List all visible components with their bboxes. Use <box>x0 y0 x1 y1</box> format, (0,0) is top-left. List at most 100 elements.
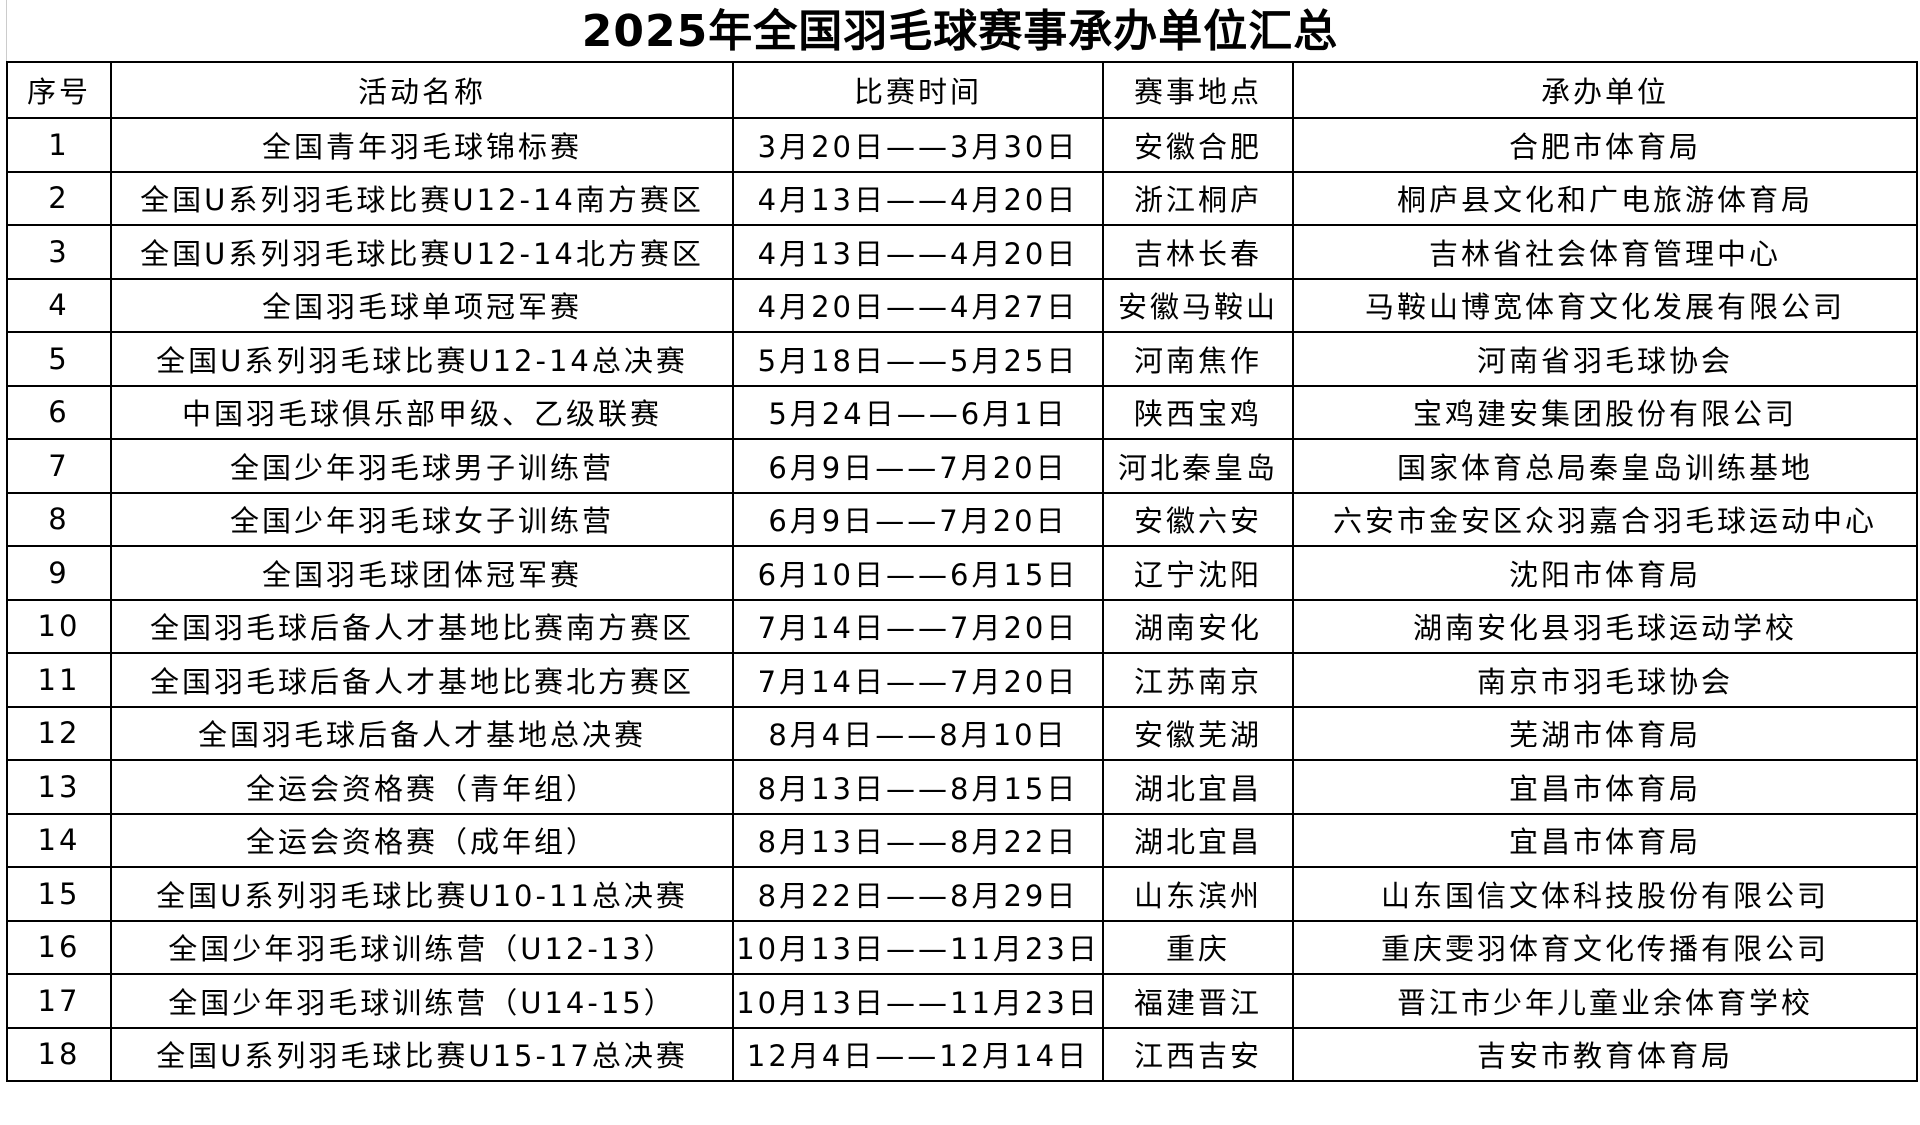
cell-event-name: 全国少年羽毛球训练营（U12-13） <box>110 919 734 975</box>
cell-time: 10月13日——11月23日 <box>732 919 1104 975</box>
cell-time: 3月20日——3月30日 <box>732 117 1104 173</box>
table-row: 17 全国少年羽毛球训练营（U14-15） 10月13日——11月23日 福建晋江 晋江… <box>6 973 1918 1029</box>
cell-index: 10 <box>6 598 112 654</box>
table-row: 11 全国羽毛球后备人才基地比赛北方赛区 7月14日——7月20日 江苏南京 南京市羽毛… <box>6 652 1918 708</box>
events-table: 序号 活动名称 比赛时间 赛事地点 承办单位 1 全国青年羽毛球锦标赛 3月20日—… <box>6 61 1918 1082</box>
table-row: 12 全国羽毛球后备人才基地总决赛 8月4日——8月10日 安徽芜湖 芜湖市体育局 <box>6 705 1918 761</box>
table-row: 7 全国少年羽毛球男子训练营 6月9日——7月20日 河北秦皇岛 国家体育总局秦皇岛训练… <box>6 438 1918 494</box>
cell-location: 湖北宜昌 <box>1102 812 1294 868</box>
table-row: 10 全国羽毛球后备人才基地比赛南方赛区 7月14日——7月20日 湖南安化 湖南安化县… <box>6 598 1918 654</box>
cell-time: 4月20日——4月27日 <box>732 277 1104 333</box>
cell-index: 13 <box>6 759 112 815</box>
table-row: 5 全国U系列羽毛球比赛U12-14总决赛 5月18日——5月25日 河南焦作 河南省羽… <box>6 331 1918 387</box>
cell-index: 5 <box>6 331 112 387</box>
header-row: 序号 活动名称 比赛时间 赛事地点 承办单位 <box>6 61 1918 119</box>
cell-time: 8月13日——8月22日 <box>732 812 1104 868</box>
table-row: 9 全国羽毛球团体冠军赛 6月10日——6月15日 辽宁沈阳 沈阳市体育局 <box>6 545 1918 601</box>
cell-time: 10月13日——11月23日 <box>732 973 1104 1029</box>
cell-location: 湖南安化 <box>1102 598 1294 654</box>
cell-event-name: 中国羽毛球俱乐部甲级、乙级联赛 <box>110 384 734 440</box>
table-row: 18 全国U系列羽毛球比赛U15-17总决赛 12月4日——12月14日 江西吉安 吉安… <box>6 1026 1918 1082</box>
cell-time: 8月13日——8月15日 <box>732 759 1104 815</box>
cell-event-name: 全国少年羽毛球训练营（U14-15） <box>110 973 734 1029</box>
cell-organizer: 吉安市教育体育局 <box>1292 1026 1918 1082</box>
cell-organizer: 芜湖市体育局 <box>1292 705 1918 761</box>
cell-location: 安徽合肥 <box>1102 117 1294 173</box>
cell-event-name: 全国U系列羽毛球比赛U12-14总决赛 <box>110 331 734 387</box>
cell-time: 7月14日——7月20日 <box>732 598 1104 654</box>
cell-event-name: 全国青年羽毛球锦标赛 <box>110 117 734 173</box>
cell-index: 8 <box>6 491 112 547</box>
cell-organizer: 合肥市体育局 <box>1292 117 1918 173</box>
cell-location: 湖北宜昌 <box>1102 759 1294 815</box>
cell-event-name: 全运会资格赛（成年组） <box>110 812 734 868</box>
table-row: 6 中国羽毛球俱乐部甲级、乙级联赛 5月24日——6月1日 陕西宝鸡 宝鸡建安集团股份有… <box>6 384 1918 440</box>
table-row: 14 全运会资格赛（成年组） 8月13日——8月22日 湖北宜昌 宜昌市体育局 <box>6 812 1918 868</box>
cell-organizer: 国家体育总局秦皇岛训练基地 <box>1292 438 1918 494</box>
cell-time: 4月13日——4月20日 <box>732 224 1104 280</box>
cell-organizer: 宜昌市体育局 <box>1292 812 1918 868</box>
cell-location: 河北秦皇岛 <box>1102 438 1294 494</box>
table-row: 4 全国羽毛球单项冠军赛 4月20日——4月27日 安徽马鞍山 马鞍山博宽体育文化发展有… <box>6 277 1918 333</box>
sheet-edge <box>6 0 7 61</box>
cell-index: 3 <box>6 224 112 280</box>
cell-index: 16 <box>6 919 112 975</box>
cell-event-name: 全国U系列羽毛球比赛U12-14北方赛区 <box>110 224 734 280</box>
header-location: 赛事地点 <box>1102 61 1294 119</box>
cell-location: 江苏南京 <box>1102 652 1294 708</box>
cell-index: 11 <box>6 652 112 708</box>
cell-location: 重庆 <box>1102 919 1294 975</box>
cell-organizer: 吉林省社会体育管理中心 <box>1292 224 1918 280</box>
cell-index: 18 <box>6 1026 112 1082</box>
header-index: 序号 <box>6 61 112 119</box>
cell-organizer: 湖南安化县羽毛球运动学校 <box>1292 598 1918 654</box>
table-row: 3 全国U系列羽毛球比赛U12-14北方赛区 4月13日——4月20日 吉林长春 吉林省… <box>6 224 1918 280</box>
cell-location: 河南焦作 <box>1102 331 1294 387</box>
cell-index: 12 <box>6 705 112 761</box>
cell-event-name: 全国少年羽毛球男子训练营 <box>110 438 734 494</box>
cell-index: 2 <box>6 170 112 226</box>
cell-event-name: 全国U系列羽毛球比赛U10-11总决赛 <box>110 866 734 922</box>
cell-location: 浙江桐庐 <box>1102 170 1294 226</box>
page-title: 2025年全国羽毛球赛事承办单位汇总 <box>581 6 1339 57</box>
cell-location: 山东滨州 <box>1102 866 1294 922</box>
cell-time: 8月4日——8月10日 <box>732 705 1104 761</box>
cell-event-name: 全国羽毛球团体冠军赛 <box>110 545 734 601</box>
cell-time: 6月9日——7月20日 <box>732 491 1104 547</box>
cell-organizer: 宝鸡建安集团股份有限公司 <box>1292 384 1918 440</box>
cell-organizer: 马鞍山博宽体育文化发展有限公司 <box>1292 277 1918 333</box>
header-event-name: 活动名称 <box>110 61 734 119</box>
cell-location: 安徽六安 <box>1102 491 1294 547</box>
cell-event-name: 全国少年羽毛球女子训练营 <box>110 491 734 547</box>
cell-organizer: 沈阳市体育局 <box>1292 545 1918 601</box>
cell-time: 5月24日——6月1日 <box>732 384 1104 440</box>
cell-index: 4 <box>6 277 112 333</box>
cell-event-name: 全运会资格赛（青年组） <box>110 759 734 815</box>
table-row: 13 全运会资格赛（青年组） 8月13日——8月15日 湖北宜昌 宜昌市体育局 <box>6 759 1918 815</box>
cell-time: 6月9日——7月20日 <box>732 438 1104 494</box>
cell-event-name: 全国羽毛球后备人才基地比赛北方赛区 <box>110 652 734 708</box>
cell-index: 6 <box>6 384 112 440</box>
table-row: 15 全国U系列羽毛球比赛U10-11总决赛 8月22日——8月29日 山东滨州 山东国… <box>6 866 1918 922</box>
cell-location: 辽宁沈阳 <box>1102 545 1294 601</box>
cell-location: 福建晋江 <box>1102 973 1294 1029</box>
cell-organizer: 河南省羽毛球协会 <box>1292 331 1918 387</box>
table-row: 16 全国少年羽毛球训练营（U12-13） 10月13日——11月23日 重庆 重庆雯羽… <box>6 919 1918 975</box>
cell-organizer: 重庆雯羽体育文化传播有限公司 <box>1292 919 1918 975</box>
cell-location: 安徽马鞍山 <box>1102 277 1294 333</box>
cell-index: 7 <box>6 438 112 494</box>
header-time: 比赛时间 <box>732 61 1104 119</box>
cell-location: 江西吉安 <box>1102 1026 1294 1082</box>
cell-event-name: 全国羽毛球后备人才基地比赛南方赛区 <box>110 598 734 654</box>
cell-index: 9 <box>6 545 112 601</box>
cell-organizer: 山东国信文体科技股份有限公司 <box>1292 866 1918 922</box>
cell-time: 6月10日——6月15日 <box>732 545 1104 601</box>
cell-location: 安徽芜湖 <box>1102 705 1294 761</box>
cell-organizer: 南京市羽毛球协会 <box>1292 652 1918 708</box>
cell-event-name: 全国U系列羽毛球比赛U15-17总决赛 <box>110 1026 734 1082</box>
cell-organizer: 桐庐县文化和广电旅游体育局 <box>1292 170 1918 226</box>
cell-event-name: 全国羽毛球单项冠军赛 <box>110 277 734 333</box>
cell-index: 17 <box>6 973 112 1029</box>
cell-time: 8月22日——8月29日 <box>732 866 1104 922</box>
cell-organizer: 晋江市少年儿童业余体育学校 <box>1292 973 1918 1029</box>
